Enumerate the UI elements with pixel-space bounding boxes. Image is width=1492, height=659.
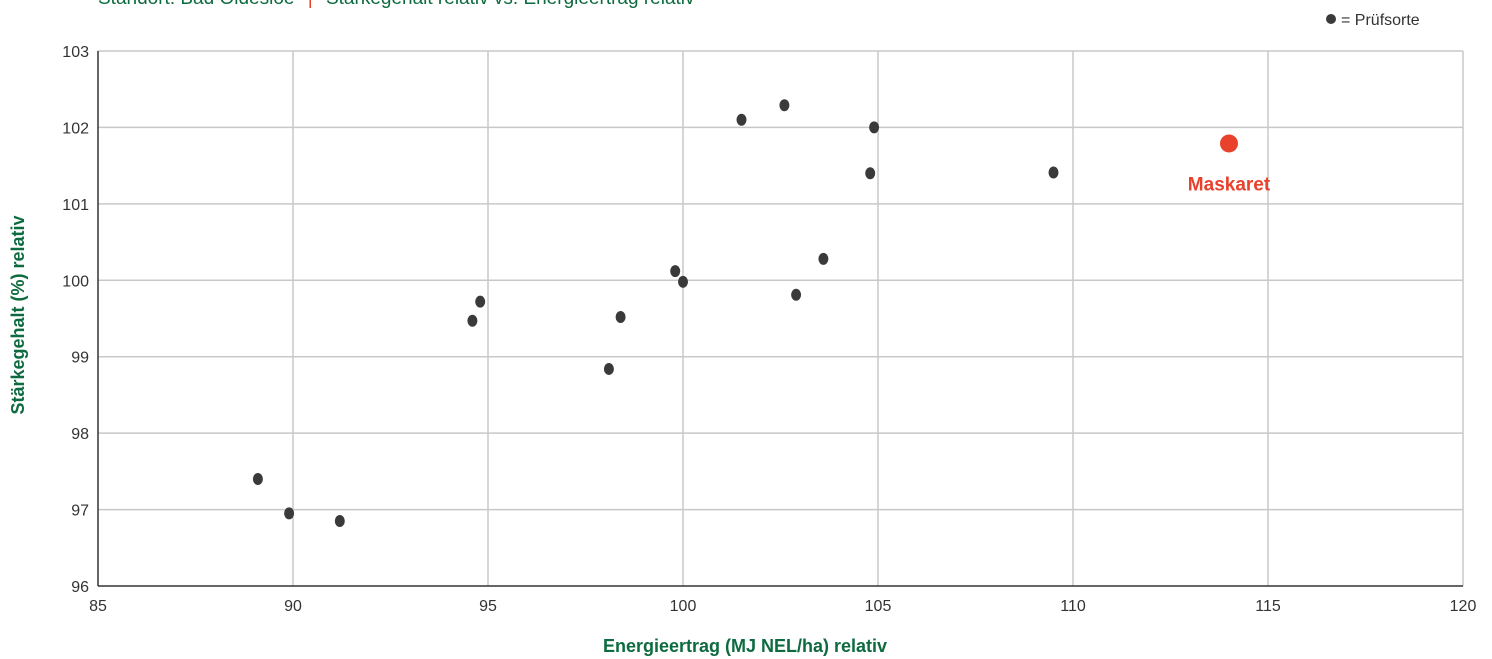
data-point (865, 167, 876, 180)
subtitle-separator: | (308, 0, 313, 9)
subtitle-description: Stärkegehalt relativ vs. Energieertrag r… (326, 0, 695, 9)
y-tick-label: 102 (62, 120, 89, 137)
data-point (736, 113, 747, 126)
y-tick-label: 96 (71, 579, 89, 596)
data-points: Maskaret (252, 99, 1271, 528)
x-tick-label: 115 (1255, 598, 1281, 615)
subtitle-location: Standort: Bad Oldesloe (98, 0, 294, 9)
x-tick-label: 120 (1450, 598, 1477, 615)
data-point (818, 252, 829, 265)
y-tick-label: 98 (71, 426, 89, 443)
y-tick-label: 99 (71, 350, 89, 367)
y-tick-label: 103 (62, 44, 89, 61)
data-point (869, 121, 880, 134)
data-point (603, 362, 614, 375)
chart-subtitle: Standort: Bad Oldesloe | Stärkegehalt re… (98, 0, 695, 9)
x-tick-label: 85 (89, 598, 107, 615)
data-point (334, 515, 345, 528)
y-axis-title: Stärkegehalt (%) relativ (8, 215, 28, 414)
data-point (1048, 166, 1059, 179)
highlight-point (1220, 134, 1238, 153)
data-point (615, 310, 626, 323)
x-tick-label: 105 (865, 598, 892, 615)
legend: = Prüfsorte (1326, 12, 1420, 29)
gridlines (98, 50, 1464, 586)
data-point (475, 295, 486, 308)
x-tick-label: 110 (1060, 598, 1086, 615)
data-point (252, 473, 263, 485)
y-tick-label: 101 (62, 197, 89, 214)
data-point (670, 265, 681, 278)
axes: 85 90 95 100 105 110 115 120 96 97 98 99 100 101 102 10… (62, 44, 1476, 615)
data-point (467, 314, 478, 327)
x-tick-label: 95 (479, 598, 497, 615)
data-point (779, 99, 790, 112)
y-tick-label: 97 (71, 503, 89, 520)
legend-marker (1326, 14, 1336, 24)
data-point (791, 288, 802, 301)
data-point (678, 275, 688, 288)
legend-text: = Prüfsorte (1341, 12, 1420, 29)
data-point (284, 507, 295, 520)
x-tick-label: 100 (670, 598, 697, 615)
highlight-label: Maskaret (1188, 174, 1271, 195)
y-tick-label: 100 (62, 273, 89, 290)
x-axis-title: Energieertrag (MJ NEL/ha) relativ (603, 636, 887, 656)
x-tick-label: 90 (284, 598, 302, 615)
